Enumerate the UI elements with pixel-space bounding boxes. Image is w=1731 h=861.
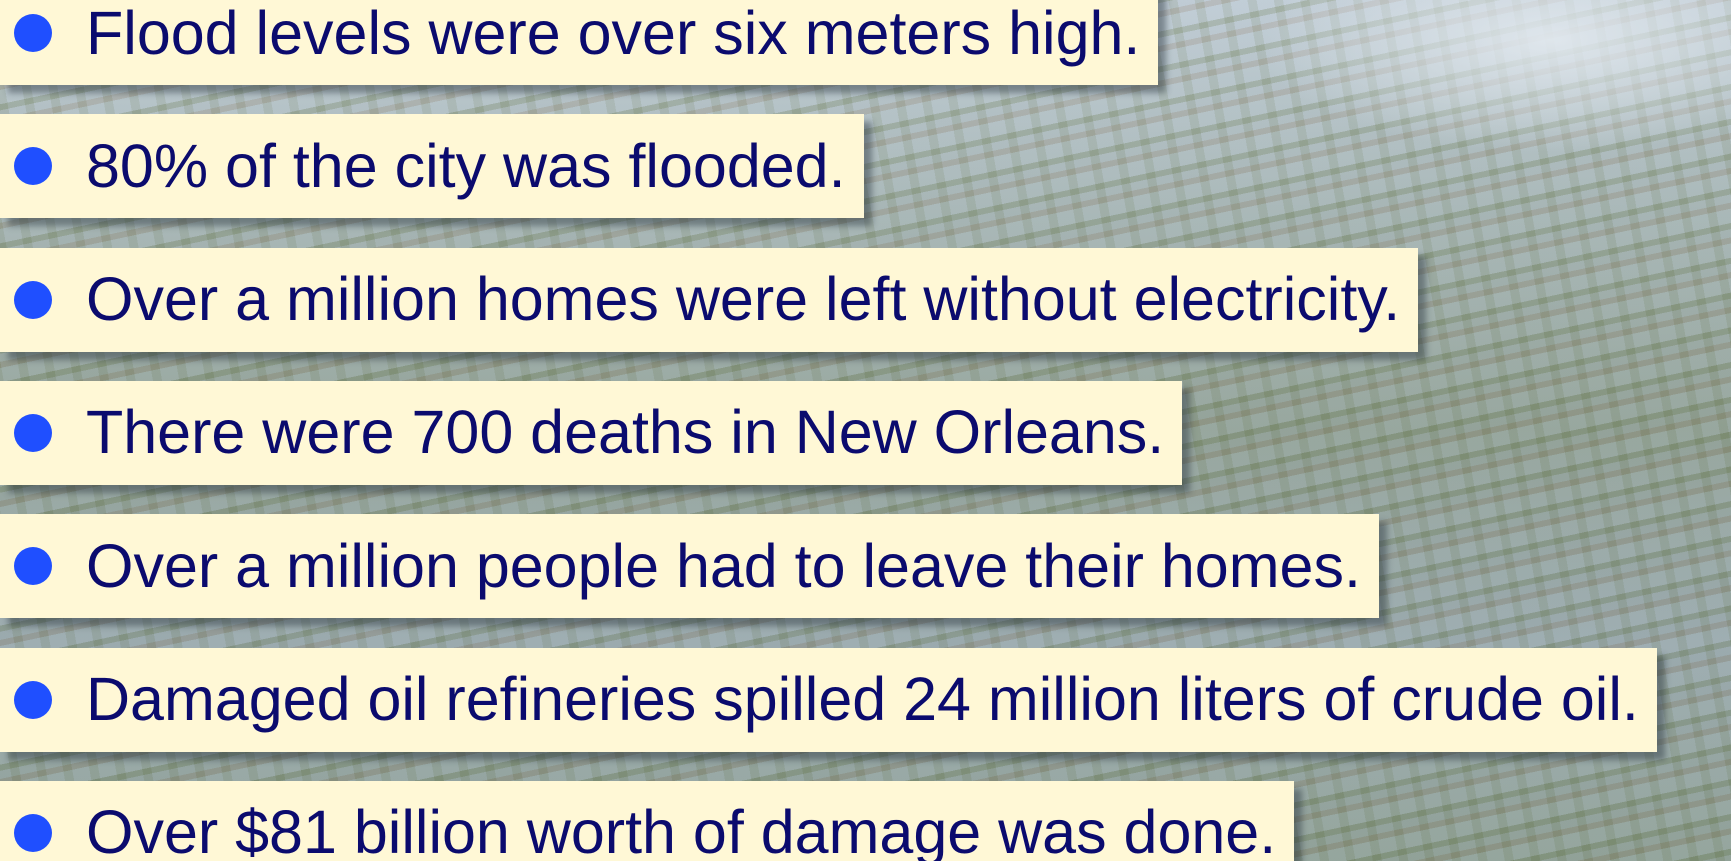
bullet-dot (14, 547, 52, 586)
bullet-text: Flood levels were over six meters high. (86, 0, 1141, 67)
bullet-dot (14, 680, 52, 719)
bullet-row: Over $81 billion worth of damage was don… (0, 780, 1295, 861)
bullet-text: Damaged oil refineries spilled 24 millio… (86, 665, 1639, 733)
bullet-dot (14, 280, 52, 319)
bullet-dot (14, 147, 52, 186)
bullet-text: 80% of the city was flooded. (86, 131, 846, 200)
bullet-text: Over $81 billion worth of damage was don… (86, 798, 1277, 861)
bullet-row: Damaged oil refineries spilled 24 millio… (0, 647, 1657, 752)
bullet-row: 80% of the city was flooded. (0, 114, 864, 219)
bullet-dot (14, 14, 52, 52)
bullet-dot (14, 813, 52, 852)
bullet-text: Over a million people had to leave their… (86, 531, 1361, 600)
bullet-row: Over a million homes were left without e… (0, 247, 1419, 352)
bullet-text: Over a million homes were left without e… (86, 265, 1401, 334)
bullet-text: There were 700 deaths in New Orleans. (86, 398, 1165, 467)
bullet-row: Over a million people had to leave their… (0, 514, 1379, 619)
bullet-row: Flood levels were over six meters high. (0, 0, 1159, 85)
bullet-row: There were 700 deaths in New Orleans. (0, 380, 1183, 485)
bullet-dot (14, 413, 52, 452)
